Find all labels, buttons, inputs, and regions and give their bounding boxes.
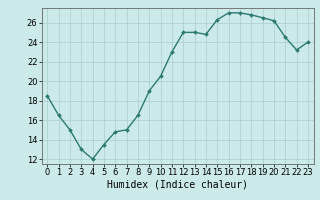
X-axis label: Humidex (Indice chaleur): Humidex (Indice chaleur) <box>107 180 248 190</box>
